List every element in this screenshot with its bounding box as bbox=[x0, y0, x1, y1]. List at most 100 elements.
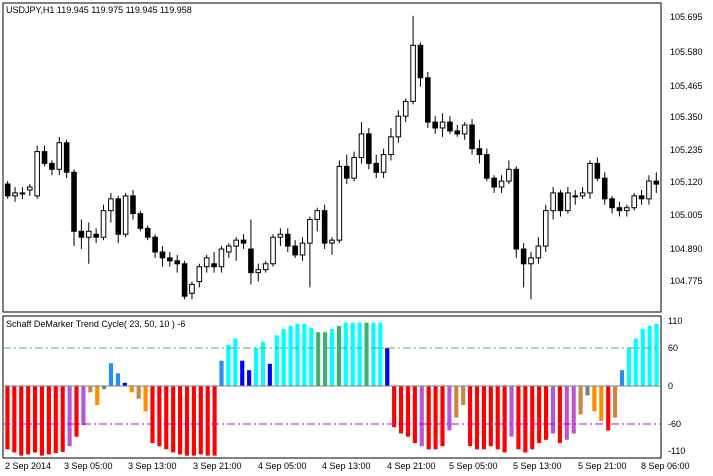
candle-body bbox=[211, 263, 217, 268]
candle-body bbox=[218, 248, 225, 268]
time-label: 3 Sep 21:00 bbox=[193, 461, 242, 471]
histogram-bar bbox=[550, 386, 556, 434]
candle-body bbox=[402, 100, 409, 117]
candle-body bbox=[233, 239, 239, 247]
histogram-bar bbox=[302, 323, 307, 386]
candle-body bbox=[366, 133, 372, 164]
candle-body bbox=[270, 236, 276, 265]
histogram-bar bbox=[53, 386, 58, 454]
candle-body bbox=[380, 154, 387, 173]
histogram-bar bbox=[33, 386, 38, 453]
histogram-bar bbox=[371, 322, 376, 386]
histogram-bar bbox=[336, 325, 341, 386]
candle-body bbox=[108, 198, 114, 212]
candle-body bbox=[535, 245, 542, 259]
histogram-bar bbox=[274, 335, 279, 386]
level-label: -110 bbox=[668, 446, 685, 456]
candle-body bbox=[41, 151, 48, 164]
histogram-bar bbox=[599, 386, 604, 421]
histogram-bar bbox=[184, 386, 190, 456]
histogram-bar bbox=[516, 386, 521, 450]
histogram-bar bbox=[523, 386, 528, 453]
histogram-bar bbox=[164, 386, 169, 450]
histogram-bar bbox=[633, 338, 638, 386]
histogram-bar bbox=[12, 386, 17, 453]
histogram-bar bbox=[178, 386, 183, 455]
price-label: 105.580 bbox=[670, 47, 703, 57]
histogram-bar bbox=[205, 386, 210, 456]
histogram-bar bbox=[557, 386, 562, 443]
candle-body bbox=[476, 148, 483, 156]
candle-body bbox=[307, 218, 313, 244]
histogram-bar bbox=[39, 386, 45, 456]
candle-body bbox=[461, 124, 468, 135]
price-axis: 105.695 105.580 105.465 105.350 105.235 … bbox=[670, 12, 703, 286]
histogram-bar bbox=[81, 386, 86, 426]
histogram-bar bbox=[592, 386, 597, 412]
candle-body bbox=[388, 136, 394, 156]
candle-body bbox=[417, 44, 424, 79]
histogram-bar bbox=[60, 386, 65, 452]
candle-body bbox=[343, 165, 350, 179]
histogram-bar bbox=[398, 386, 404, 434]
histogram-bar bbox=[412, 386, 417, 443]
candle-body bbox=[144, 227, 151, 238]
candle-body bbox=[34, 151, 40, 197]
histogram-bar bbox=[654, 323, 659, 386]
histogram bbox=[5, 322, 659, 456]
histogram-bar bbox=[247, 370, 252, 386]
time-label: 4 Sep 13:00 bbox=[322, 461, 371, 471]
candle-body bbox=[498, 180, 505, 188]
candle-body bbox=[432, 121, 438, 129]
price-panel bbox=[2, 2, 662, 313]
candle-body bbox=[653, 180, 660, 185]
histogram-bar bbox=[122, 382, 127, 386]
price-label: 105.695 bbox=[670, 12, 703, 22]
candle-body bbox=[565, 192, 571, 212]
candle-body bbox=[137, 213, 144, 229]
candle-body bbox=[152, 236, 158, 253]
candle-body bbox=[71, 171, 77, 232]
candle-body bbox=[373, 162, 380, 173]
time-label: 5 Sep 05:00 bbox=[449, 461, 498, 471]
candle-body bbox=[638, 195, 645, 200]
candle-body bbox=[63, 142, 70, 173]
price-label: 105.235 bbox=[670, 145, 703, 155]
histogram-bar bbox=[357, 322, 362, 386]
level-label: 0 bbox=[668, 381, 673, 391]
candle-body bbox=[484, 154, 490, 179]
histogram-bar bbox=[405, 386, 411, 437]
histogram-bar bbox=[640, 329, 645, 386]
candle-body bbox=[196, 266, 203, 282]
histogram-bar bbox=[74, 386, 79, 437]
candle-body bbox=[240, 239, 247, 244]
level-label: 110 bbox=[668, 316, 682, 326]
candle-body bbox=[351, 157, 357, 179]
candle-body bbox=[277, 233, 284, 238]
candle-body bbox=[292, 245, 298, 256]
candle-body bbox=[100, 210, 107, 238]
candle-body bbox=[12, 192, 18, 197]
candle-body bbox=[4, 183, 11, 197]
candle-body bbox=[616, 207, 623, 212]
candle-body bbox=[19, 192, 26, 195]
histogram-bar bbox=[433, 386, 438, 450]
candle-body bbox=[395, 115, 402, 138]
time-label: 5 Sep 21:00 bbox=[578, 461, 627, 471]
histogram-bar bbox=[488, 386, 493, 447]
time-label: 2 Sep 2014 bbox=[5, 461, 51, 471]
candle-body bbox=[122, 195, 129, 235]
candle-body bbox=[85, 230, 92, 238]
histogram-bar bbox=[316, 332, 321, 386]
candle-body bbox=[646, 180, 652, 200]
candle-body bbox=[262, 263, 269, 271]
symbol-line: USDJPY,H1 119.945 119.975 119.945 119.95… bbox=[6, 5, 192, 15]
candle-body bbox=[130, 195, 136, 215]
histogram-bar bbox=[461, 386, 466, 405]
candle-body bbox=[203, 257, 210, 268]
histogram-bar bbox=[606, 386, 611, 431]
histogram-bar bbox=[102, 386, 107, 390]
candle-body bbox=[579, 192, 586, 197]
histogram-bar bbox=[502, 386, 507, 453]
histogram-bar bbox=[219, 360, 224, 386]
